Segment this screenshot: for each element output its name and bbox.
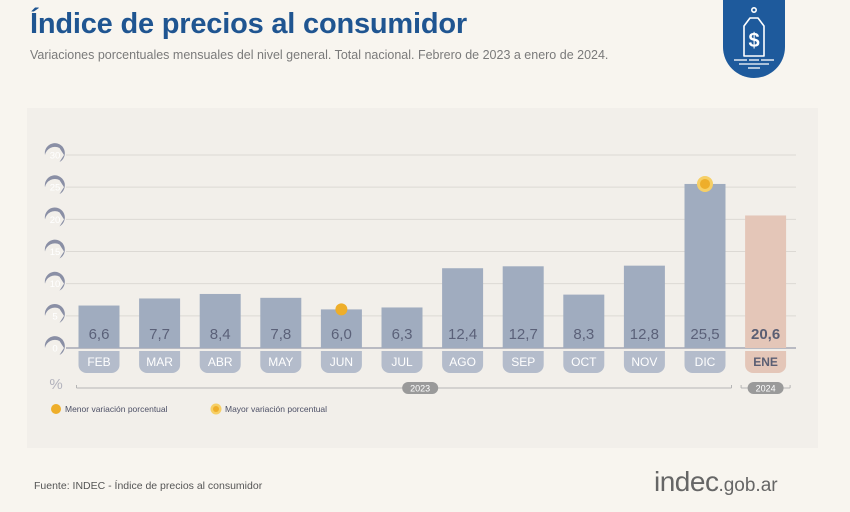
bar — [320, 309, 362, 348]
bar — [502, 266, 544, 348]
bar — [442, 268, 484, 348]
bar — [381, 307, 423, 348]
year-bracket: 2024 — [740, 382, 791, 394]
y-tick-pill — [44, 271, 65, 291]
y-tick-label: 30 — [50, 151, 61, 162]
y-tick-label: 10 — [50, 279, 61, 290]
x-tick-label: NOV — [631, 355, 657, 369]
y-tick-pill — [44, 207, 65, 227]
x-label-pill — [442, 351, 484, 373]
page-subtitle: Variaciones porcentuales mensuales del n… — [30, 48, 609, 62]
x-label-pill — [139, 351, 181, 373]
bar-value-label: 12,8 — [630, 326, 659, 343]
price-tag-dollar-icon: $ — [734, 7, 774, 69]
bar-value-label: 8,3 — [573, 326, 594, 343]
svg-text:$: $ — [748, 30, 759, 52]
y-tick: 10 — [44, 271, 65, 291]
x-tick-label: AGO — [449, 355, 476, 369]
bar-value-label: 7,7 — [149, 326, 170, 343]
year-label: 2023 — [410, 384, 430, 394]
page-title: Índice de precios al consumidor — [30, 8, 467, 40]
y-tick-pill — [44, 175, 65, 195]
y-tick-pill — [44, 336, 65, 355]
x-tick-label: JUL — [391, 355, 413, 369]
x-tick-label: MAY — [268, 355, 293, 369]
x-label-pill — [199, 351, 241, 373]
x-label-pill — [502, 351, 544, 373]
y-tick: 25 — [44, 175, 65, 195]
bar-value-label: 25,5 — [690, 326, 719, 343]
y-tick-label: 5 — [52, 311, 57, 322]
x-tick-label: DIC — [695, 355, 716, 369]
x-label-pill — [381, 351, 423, 373]
y-tick: 0 — [44, 336, 65, 355]
legend-label: Menor variación porcentual — [65, 404, 168, 414]
y-tick: 20 — [44, 207, 65, 227]
y-axis-unit: % — [49, 376, 62, 393]
y-tick-label: 25 — [50, 183, 61, 194]
year-bracket: 2023 — [76, 382, 732, 394]
legend-label: Mayor variación porcentual — [225, 404, 327, 414]
x-tick-label: JUN — [330, 355, 353, 369]
bar — [684, 183, 726, 348]
x-label-pill — [623, 351, 665, 373]
bar-value-label: 6,3 — [392, 326, 413, 343]
y-tick-label: 0 — [52, 344, 57, 355]
bar-value-label: 8,4 — [210, 326, 231, 343]
x-label-pill — [78, 351, 120, 373]
y-tick-pill — [44, 143, 65, 162]
x-label-pill — [684, 351, 726, 373]
year-pill — [747, 382, 784, 394]
bar-value-label: 12,7 — [509, 326, 538, 343]
year-pill — [402, 382, 439, 394]
indec-logo[interactable]: indec.gob.ar — [654, 466, 778, 498]
x-label-pill — [260, 351, 302, 373]
x-tick-label: ENE — [753, 355, 778, 369]
bar-value-label: 6,0 — [331, 326, 352, 343]
y-tick-label: 20 — [50, 215, 61, 226]
bar — [78, 305, 120, 348]
min-marker — [335, 303, 348, 316]
legend-item: Menor variación porcentual — [51, 404, 168, 414]
x-label-pill — [320, 351, 362, 373]
x-label-pill — [563, 351, 605, 373]
bar-value-label: 7,8 — [270, 326, 291, 343]
x-tick-label: FEB — [87, 355, 110, 369]
x-tick-label: SEP — [511, 355, 535, 369]
x-tick-label: OCT — [571, 355, 597, 369]
bar — [623, 265, 665, 348]
y-tick-pill — [44, 239, 65, 259]
bar-value-label: 6,6 — [89, 326, 110, 343]
bar — [260, 297, 302, 348]
x-tick-label: MAR — [146, 355, 173, 369]
logo-domain: .gob.ar — [718, 475, 778, 496]
y-tick: 30 — [44, 143, 65, 162]
x-tick-label: ABR — [208, 355, 233, 369]
year-label: 2024 — [756, 384, 776, 394]
logo-main: indec — [654, 466, 719, 497]
legend-min-icon — [51, 404, 61, 414]
bar — [199, 293, 241, 348]
bar-value-label: 20,6 — [751, 326, 780, 343]
x-label-pill — [745, 351, 787, 373]
header-badge: $ — [723, 0, 785, 78]
y-tick-pill — [44, 303, 65, 323]
y-tick-label: 15 — [50, 247, 61, 258]
source-note: Fuente: INDEC - Índice de precios al con… — [34, 480, 263, 492]
bar-value-label: 12,4 — [448, 326, 477, 343]
y-tick: 5 — [44, 303, 65, 323]
bar — [563, 294, 605, 348]
legend-item: Mayor variación porcentual — [210, 403, 327, 415]
legend-max-icon-core — [213, 406, 219, 412]
bar — [745, 215, 787, 348]
y-tick: 15 — [44, 239, 65, 259]
max-marker-core — [700, 178, 710, 189]
bar — [139, 298, 181, 348]
